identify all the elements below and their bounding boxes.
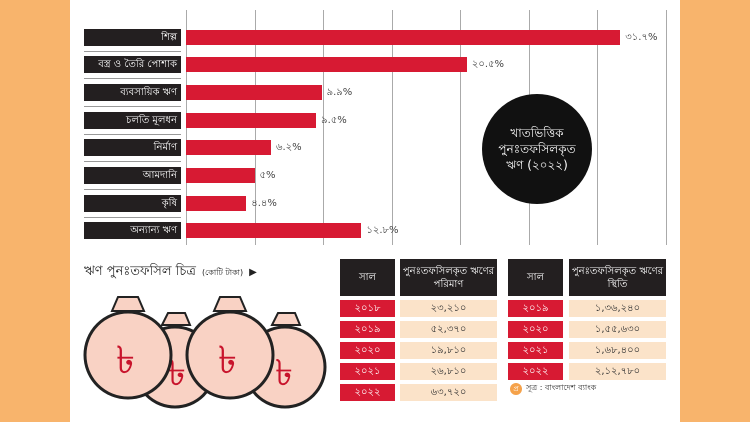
bar <box>186 57 467 73</box>
year-cell: ২০২০ <box>340 342 395 359</box>
amount-cell: ১৯,৮১০ <box>400 342 497 359</box>
source-note: প্র সূত্র : বাংলাদেশ ব্যাংক <box>510 382 596 395</box>
row-divider <box>84 78 181 80</box>
category-label: বস্ত্র ও তৈরি পোশাক <box>84 56 181 74</box>
year-cell: ২০১৮ <box>340 300 395 317</box>
year-cell: ২০২২ <box>508 363 563 380</box>
row-divider <box>84 216 181 218</box>
category-label: শিল্প <box>84 28 181 46</box>
value-label: ২০.৫% <box>471 59 505 71</box>
category-label: আমদানি <box>84 167 181 184</box>
table-header-year: সাল <box>508 259 563 296</box>
section-title-text: ঋণ পুনঃতফসিল চিত্র <box>84 264 196 279</box>
chart-title-badge: খাতভিত্তিক পুনঃতফসিলকৃত ঋণ (২০২২) <box>482 94 592 204</box>
amount-cell: ২৬,৮১০ <box>400 363 497 380</box>
chart-title-line: খাতভিত্তিক <box>510 126 564 140</box>
value-label: ৯.৫% <box>321 114 347 126</box>
value-label: ৬.২% <box>275 142 302 154</box>
svg-text:৳: ৳ <box>218 338 237 382</box>
year-cell: ২০২১ <box>508 342 563 359</box>
year-cell: ২০২০ <box>508 321 563 338</box>
chart-title-line: পুনঃতফসিলকৃত <box>498 142 576 156</box>
source-text: সূত্র : বাংলাদেশ ব্যাংক <box>526 383 597 392</box>
section-title: ঋণ পুনঃতফসিল চিত্র (কোটি টাকা) ▶ <box>84 262 257 283</box>
value-label: ৫% <box>259 170 276 181</box>
year-cell: ২০২২ <box>340 384 395 401</box>
value-label: ১২.৮% <box>366 225 399 237</box>
amount-cell: ২৩,২১০ <box>400 300 497 317</box>
row-divider <box>84 50 181 52</box>
gridline <box>597 10 598 245</box>
bar <box>186 84 322 100</box>
amount-cell: ১,৫৫,৬৩০ <box>569 321 666 338</box>
category-label: চলতি মূলধন <box>84 111 181 129</box>
table-header-amount: পুনঃতফসিলকৃত ঋণের স্থিতি <box>569 259 666 296</box>
year-cell: ২০১৯ <box>340 321 395 338</box>
row-divider <box>84 189 181 190</box>
svg-text:৳: ৳ <box>116 338 135 382</box>
taka-bag-icon: ৳ <box>185 296 275 400</box>
money-bags-illustration: ৳ ৳ ৳ ৳ <box>83 296 327 409</box>
value-label: ৪.৪% <box>251 197 277 209</box>
amount-cell: ২,১২,৭৮০ <box>569 363 666 380</box>
row-divider <box>84 133 181 135</box>
bar <box>186 223 362 239</box>
gridline <box>391 10 393 245</box>
amount-cell: ১,৬৮,৪০০ <box>569 342 666 359</box>
category-label: অন্যান্য ঋণ <box>84 222 181 240</box>
year-cell: ২০১৯ <box>508 300 563 317</box>
gridline <box>323 10 324 245</box>
bar <box>186 195 247 211</box>
gridline <box>665 10 667 245</box>
bar <box>186 140 271 156</box>
unit-label: (কোটি টাকা) <box>201 268 244 277</box>
row-divider <box>84 105 181 107</box>
arrow-right-icon: ▶ <box>249 267 257 278</box>
bar <box>186 112 317 128</box>
row-divider <box>84 161 181 163</box>
category-label: কৃষি <box>84 194 181 212</box>
taka-bag-icon: ৳ <box>83 296 173 400</box>
value-label: ৯.৯% <box>326 86 353 98</box>
bar <box>186 168 255 183</box>
chart-title-line: ঋণ (২০২২) <box>506 158 568 172</box>
svg-text:৳: ৳ <box>275 353 293 394</box>
value-label: ৩১.৭% <box>625 31 658 43</box>
year-cell: ২০২১ <box>340 363 395 380</box>
category-label: নির্মাণ <box>84 139 181 157</box>
amount-cell: ৫২,৩৭০ <box>400 321 497 338</box>
svg-text:৳: ৳ <box>168 353 186 394</box>
amount-cell: ১,৩৬,২৪০ <box>569 300 666 317</box>
gridline <box>460 10 461 245</box>
category-label: ব্যবসায়িক ঋণ <box>84 83 181 101</box>
table-header-amount: পুনঃতফসিলকৃত ঋণের পরিমাণ <box>400 259 497 296</box>
table-header-year: সাল <box>340 259 395 296</box>
prothom-alo-logo-icon: প্র <box>510 382 522 395</box>
amount-cell: ৬৩,৭২০ <box>400 384 497 401</box>
bar <box>186 29 621 45</box>
